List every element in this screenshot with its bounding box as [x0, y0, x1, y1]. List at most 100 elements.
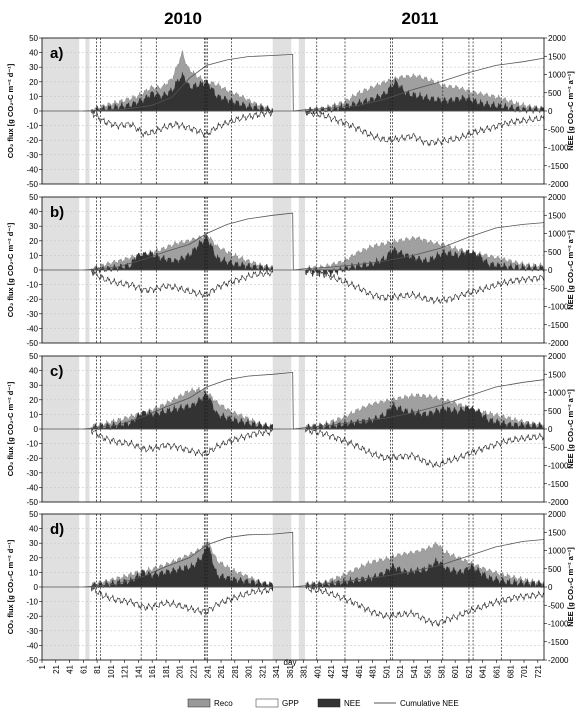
y-right-tick-label: -1500 — [548, 321, 569, 330]
y-right-tick-label: 500 — [548, 248, 562, 257]
x-tick-label: 481 — [369, 664, 378, 678]
legend-swatch-1 — [187, 698, 211, 708]
y-left-tick-label: -50 — [26, 498, 38, 507]
y-left-tick-label: 0 — [34, 266, 39, 275]
y-left-axis-label: CO₂ flux [g CO₂-C m⁻² d⁻¹] — [6, 63, 15, 158]
x-tick-label: 281 — [231, 664, 240, 678]
y-right-tick-label: -2000 — [548, 339, 569, 348]
legend: Reco GPP NEE Cumulative NEE — [187, 698, 459, 708]
y-left-tick-label: 20 — [29, 237, 38, 246]
panel-3: -50 -40 -30 -20 -10 0 10 20 30 40 50 -2000 -1500 -100… — [6, 352, 575, 507]
y-left-tick-label: -30 — [26, 151, 38, 160]
chart-panels: -50-40-30-20-1001020304050-2000-1500-100… — [6, 34, 575, 665]
y-left-tick-label: 50 — [29, 193, 38, 202]
y-left-tick-label: -40 — [26, 165, 38, 174]
x-tick-label: 341 — [272, 664, 281, 678]
gpp-area-2 — [305, 109, 545, 147]
year-label-2010: 2010 — [164, 9, 202, 28]
x-tick-label: 561 — [424, 664, 433, 678]
y-left-tick-label: -10 — [26, 281, 38, 290]
cumulative-nee-line — [83, 53, 545, 112]
x-axis-label: day — [284, 658, 297, 667]
x-tick-label: 1 — [38, 664, 47, 669]
legend-label-2: GPP — [282, 699, 299, 708]
panel-label: c) — [50, 363, 63, 380]
y-left-tick-label: 40 — [29, 208, 38, 217]
legend-label-4: Cumulative NEE — [400, 699, 459, 708]
y-right-tick-label: 2000 — [548, 352, 566, 361]
y-right-tick-label: -1500 — [548, 638, 569, 647]
x-tick-label: 421 — [327, 664, 336, 678]
y-left-tick-label: -30 — [26, 627, 38, 636]
year-label-2011: 2011 — [402, 9, 439, 28]
y-left-tick-label: 40 — [29, 525, 38, 534]
panel-label: a) — [50, 45, 63, 62]
y-right-tick-label: 2000 — [548, 193, 566, 202]
y-left-tick-label: 20 — [29, 396, 38, 405]
legend-swatch-3 — [317, 698, 341, 708]
y-right-tick-label: 1500 — [548, 211, 566, 220]
nee-area-1 — [91, 234, 273, 275]
gpp-area-1 — [91, 428, 273, 457]
y-right-tick-label: 1500 — [548, 52, 566, 61]
y-left-tick-label: 40 — [29, 49, 38, 58]
y-right-axis-label: NEE [g CO₂-C m⁻² a⁻¹] — [566, 547, 575, 627]
x-axis: 1 21 41 61 81 101 121 141 161 181 201 221 241 261 281 3… — [38, 660, 543, 678]
x-tick-label: 641 — [479, 664, 488, 678]
panel-2: -50 -40 -30 -20 -10 0 10 20 30 40 50 -2000 -1500 -100… — [6, 193, 575, 348]
x-tick-label: 41 — [66, 664, 75, 673]
y-left-tick-label: 30 — [29, 539, 38, 548]
x-tick-label: 321 — [258, 664, 267, 678]
y-right-tick-label: 0 — [548, 583, 553, 592]
y-left-tick-label: -30 — [26, 310, 38, 319]
x-tick-label: 161 — [148, 664, 157, 678]
y-left-tick-label: -10 — [26, 440, 38, 449]
x-tick-label: 581 — [437, 664, 446, 678]
y-left-tick-label: 10 — [29, 410, 38, 419]
cumulative-nee-line — [83, 371, 545, 430]
y-left-tick-label: -20 — [26, 612, 38, 621]
y-left-tick-label: 20 — [29, 78, 38, 87]
y-right-tick-label: 0 — [548, 266, 553, 275]
y-left-tick-label: 20 — [29, 554, 38, 563]
x-tick-label: 121 — [121, 664, 130, 678]
y-left-tick-label: -50 — [26, 180, 38, 189]
y-right-tick-label: 1000 — [548, 71, 566, 80]
gpp-area-2 — [305, 269, 545, 305]
nee-area-1 — [91, 72, 273, 115]
y-right-tick-label: 0 — [548, 107, 553, 116]
x-tick-label: 301 — [245, 664, 254, 678]
x-tick-label: 721 — [534, 664, 543, 678]
x-tick-label: 21 — [52, 664, 61, 673]
y-left-tick-label: -20 — [26, 454, 38, 463]
panel-4: -50 -40 -30 -20 -10 0 10 20 30 40 50 -2000 -1500 -100… — [6, 510, 575, 665]
y-right-axis-label: NEE [g CO₂-C m⁻² a⁻¹] — [566, 230, 575, 310]
y-left-tick-label: -40 — [26, 641, 38, 650]
nee-area-2 — [305, 401, 545, 432]
x-tick-label: 141 — [134, 664, 143, 678]
y-right-tick-label: -1500 — [548, 162, 569, 171]
y-right-tick-label: 500 — [548, 565, 562, 574]
x-tick-label: 221 — [189, 664, 198, 678]
y-right-tick-label: -500 — [548, 125, 565, 134]
y-left-axis-label: CO₂ flux [g CO₂-C m⁻² d⁻¹] — [6, 539, 15, 634]
y-right-tick-label: 2000 — [548, 510, 566, 519]
x-tick-label: 441 — [341, 664, 350, 678]
y-left-tick-label: -40 — [26, 483, 38, 492]
nee-area-1 — [91, 392, 273, 432]
gpp-area-1 — [91, 110, 273, 138]
panel-1: -50 -40 -30 -20 -10 0 10 20 30 40 50 -2000 -1500 -100… — [6, 34, 575, 189]
y-left-tick-label: 0 — [34, 583, 39, 592]
y-left-axis-label: CO₂ flux [g CO₂-C m⁻² d⁻¹] — [6, 381, 15, 476]
x-tick-label: 81 — [93, 664, 102, 673]
legend-label-1: Reco — [214, 699, 233, 708]
y-left-tick-label: 0 — [34, 425, 39, 434]
x-tick-label: 681 — [506, 664, 515, 678]
y-left-tick-label: -40 — [26, 324, 38, 333]
x-tick-label: 461 — [355, 664, 364, 678]
y-right-tick-label: 500 — [548, 89, 562, 98]
y-left-tick-label: 50 — [29, 352, 38, 361]
x-tick-label: 201 — [176, 664, 185, 678]
y-left-tick-label: -30 — [26, 469, 38, 478]
panel-label: b) — [50, 204, 64, 221]
